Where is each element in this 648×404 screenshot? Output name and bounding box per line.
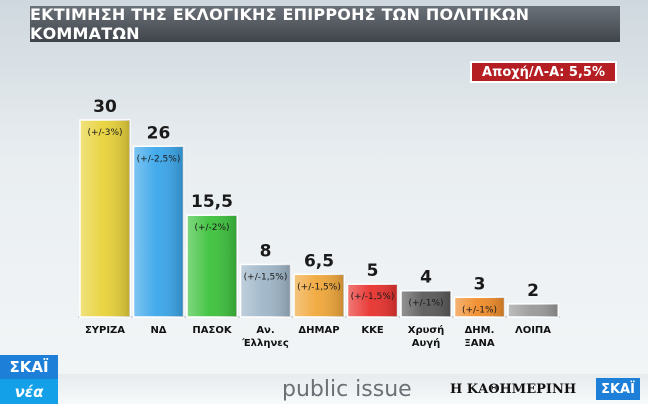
bar-shine (240, 264, 291, 317)
bar-shine (187, 215, 237, 317)
skai-small-logo: ΣΚΑΪ (596, 378, 640, 400)
category-label: Έλληνες (241, 337, 289, 349)
value-label: 6,5 (304, 251, 334, 271)
category-label: ΝΔ (150, 325, 166, 336)
chart-title: ΕΚΤΙΜΗΣΗ ΤΗΣ ΕΚΛΟΓΙΚΗΣ ΕΠΙΡΡΟΗΣ ΤΩΝ ΠΟΛΙ… (30, 5, 620, 43)
abstention-badge: Αποχή/Λ-Α: 5,5% (470, 61, 617, 83)
newspaper-logo: Η ΚΑΘΗΜΕΡΙΝΗ (450, 381, 577, 397)
bar-shine (294, 274, 344, 317)
value-label: 15,5 (191, 192, 233, 212)
margin-label: (+/-1,5%) (244, 272, 288, 282)
margin-label: (+/-1,5%) (351, 292, 395, 302)
value-label: 26 (147, 123, 171, 143)
value-label: 30 (93, 97, 117, 117)
category-label: ΠΑΣΟΚ (192, 325, 232, 336)
margin-label: (+/-2%) (194, 223, 229, 233)
category-label: ΛΟΙΠΑ (515, 325, 551, 336)
category-label: ΞΑΝΑ (464, 338, 494, 349)
category-label: ΔΗΜ. (465, 325, 495, 336)
margin-label: (+/-2,5%) (137, 154, 181, 164)
bar-shine (454, 297, 505, 317)
margin-label: (+/-3%) (87, 128, 122, 138)
margin-label: (+/-1%) (462, 305, 497, 315)
skai-nea-logo: νέα (0, 379, 58, 404)
category-label: Χρυσή (408, 324, 445, 336)
skai-logo: ΣΚΑΪ (0, 355, 58, 379)
category-label: ΔΗΜΑΡ (298, 325, 339, 336)
category-label: ΚΚΕ (361, 325, 383, 336)
bar-shine (347, 284, 398, 317)
bar-shine (133, 146, 184, 317)
bar-shine (508, 303, 558, 317)
bar-shine (401, 290, 451, 317)
value-label: 4 (420, 268, 432, 288)
value-label: 5 (367, 261, 379, 281)
pollster-logo: public issue (282, 376, 412, 402)
value-label: 3 (474, 274, 486, 294)
value-label: 8 (260, 241, 272, 261)
value-label: 2 (527, 281, 539, 301)
margin-label: (+/-1,5%) (297, 282, 341, 292)
category-label: Αυγή (412, 337, 440, 349)
footer-strip (58, 374, 648, 404)
bar-shine (80, 120, 130, 317)
category-label: Αν. (256, 325, 274, 336)
category-label: ΣΥΡΙΖΑ (85, 325, 125, 336)
margin-label: (+/-1%) (408, 299, 443, 309)
